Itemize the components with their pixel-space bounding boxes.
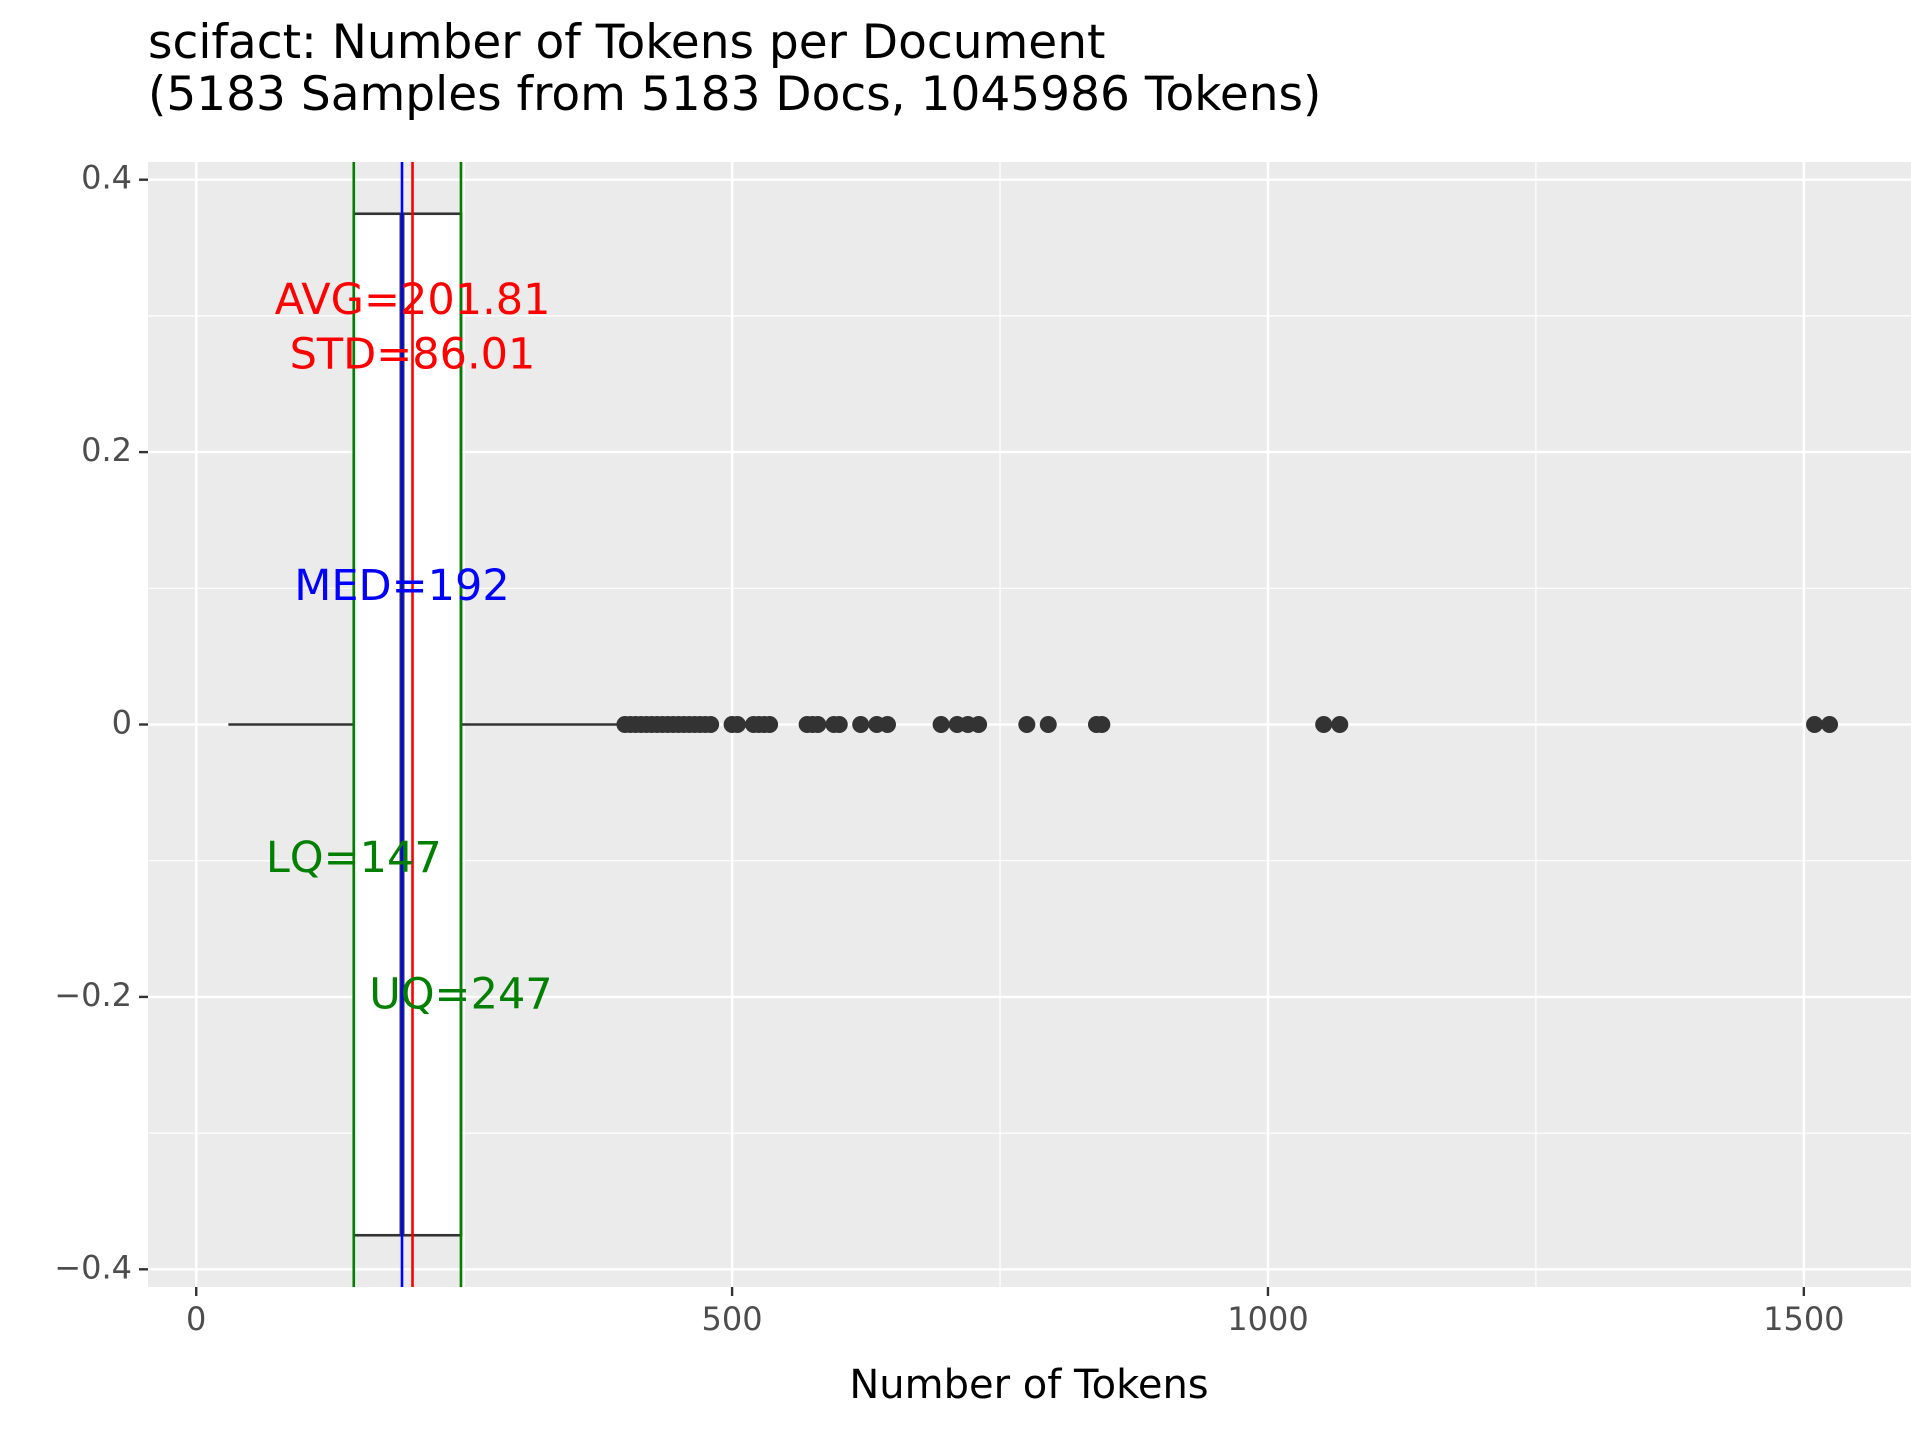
outlier-point [702, 716, 720, 733]
x-tick-label: 0 [186, 1300, 206, 1338]
annotation-med: MED=192 [294, 561, 509, 611]
x-tick-label: 1000 [1227, 1300, 1308, 1338]
x-tick-label: 500 [702, 1300, 763, 1338]
annotation-avg: AVG=201.81 [275, 275, 551, 325]
chart-title-line1: scifact: Number of Tokens per Document [148, 15, 1105, 70]
outlier-point [1331, 716, 1349, 733]
outlier-point [852, 716, 870, 733]
outlier-point [830, 716, 848, 733]
outlier-point [809, 716, 827, 733]
chart-title-line2: (5183 Samples from 5183 Docs, 1045986 To… [148, 67, 1321, 122]
outlier-point [728, 716, 746, 733]
annotation-std: STD=86.01 [290, 329, 536, 379]
outlier-points [616, 716, 1839, 733]
outlier-point [1039, 716, 1057, 733]
outlier-point [1315, 716, 1333, 733]
annotation-lq: LQ=147 [266, 833, 442, 883]
outlier-point [932, 716, 950, 733]
outlier-point [761, 716, 779, 733]
reference-lines [352, 162, 463, 1287]
y-tick-label: −0.2 [54, 976, 132, 1014]
x-tick-label: 1500 [1763, 1300, 1844, 1338]
outlier-point [1093, 716, 1111, 733]
outlier-point [1018, 716, 1036, 733]
outlier-point [1821, 716, 1839, 733]
y-tick-label: 0.2 [81, 431, 132, 469]
axes: 0 500 1000 1500 0.4 0.2 0 −0.2 −0.4 [54, 159, 1844, 1338]
y-tick-label: −0.4 [54, 1248, 132, 1286]
x-axis-title: Number of Tokens [849, 1362, 1208, 1408]
outlier-point [970, 716, 988, 733]
outlier-point [878, 716, 896, 733]
y-tick-label: 0.4 [81, 159, 132, 197]
annotation-uq: UQ=247 [369, 969, 552, 1019]
outlier-point [1806, 716, 1824, 733]
y-tick-label: 0 [112, 704, 132, 742]
